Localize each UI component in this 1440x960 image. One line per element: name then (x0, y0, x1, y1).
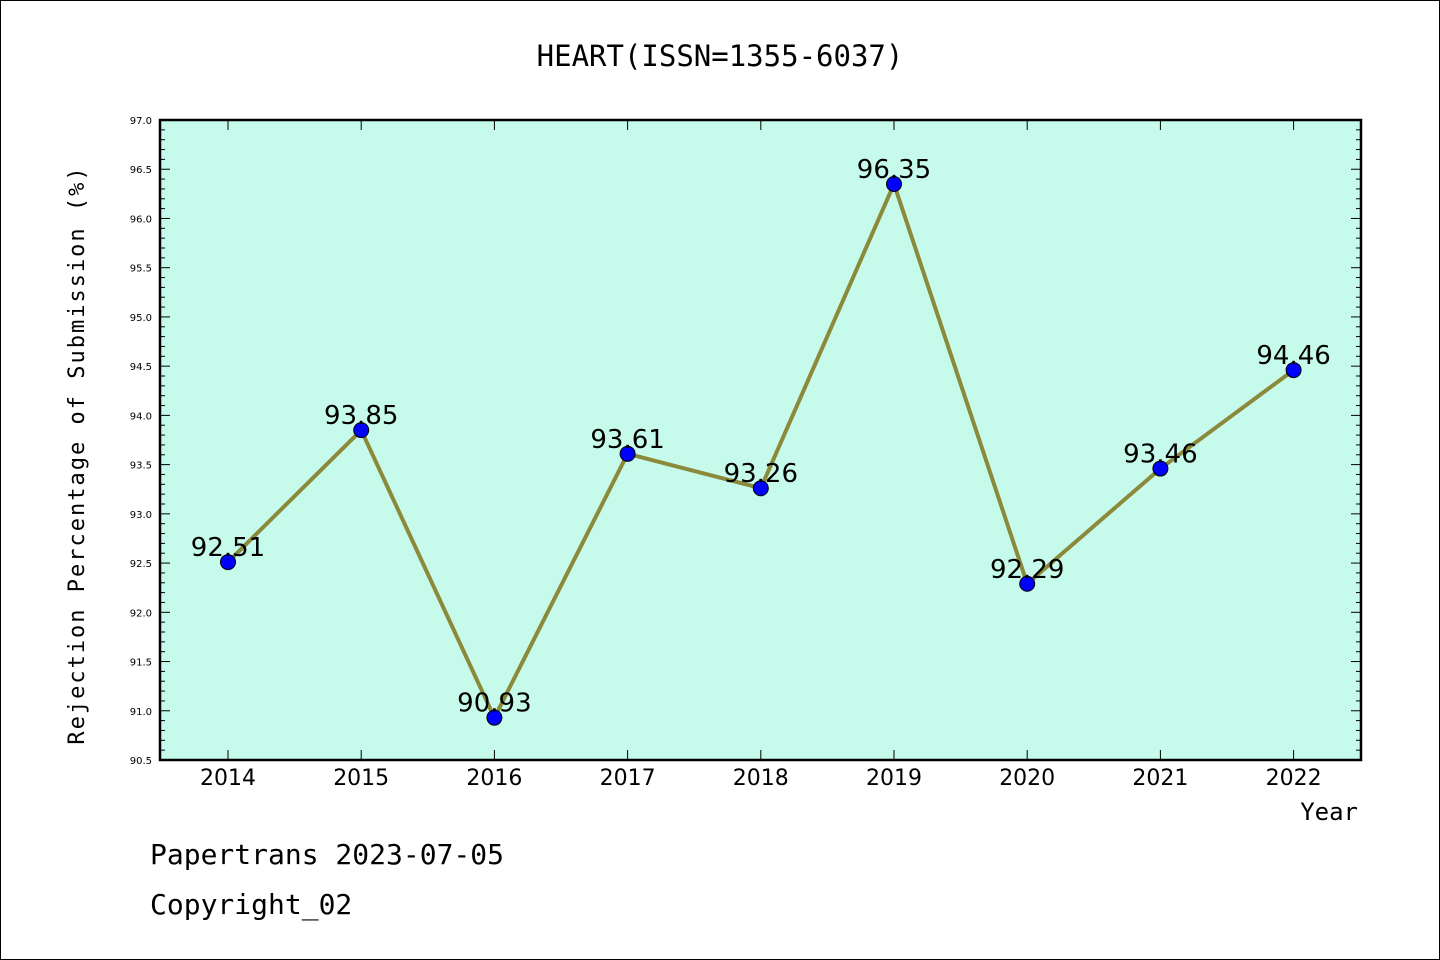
data-label: 92.51 (191, 533, 265, 563)
data-point (1285, 362, 1302, 379)
data-label: 96.35 (857, 155, 931, 185)
y-tick-label: 97.0 (130, 116, 152, 127)
data-label: 92.29 (990, 555, 1064, 585)
y-tick-label: 94.5 (130, 362, 152, 373)
plot-area (160, 120, 1361, 760)
y-tick-label: 94.0 (130, 411, 152, 422)
footer-date: Papertrans 2023-07-05 (150, 838, 504, 871)
chart-title: HEART(ISSN=1355-6037) (537, 39, 904, 73)
y-tick-label: 92.5 (130, 559, 152, 570)
data-label: 93.46 (1123, 440, 1197, 470)
x-tick-label: 2022 (1266, 766, 1322, 791)
y-tick-label: 95.5 (130, 264, 152, 275)
x-tick-label: 2021 (1132, 766, 1188, 791)
x-axis-label: Year (1300, 798, 1358, 826)
data-label: 93.61 (590, 425, 664, 455)
data-label: 93.26 (724, 459, 798, 489)
data-point (1019, 575, 1036, 592)
y-tick-label: 96.0 (130, 214, 152, 225)
data-points (220, 176, 1302, 726)
x-tick-label: 2015 (333, 766, 389, 791)
y-axis-label: Rejection Percentage of Submission (%) (65, 165, 90, 744)
data-point (353, 422, 370, 439)
x-tick-label: 2014 (200, 766, 256, 791)
data-point (486, 709, 503, 726)
y-tick-label: 90.5 (130, 756, 152, 767)
data-labels: 92.51 93.85 90.93 93.61 93.26 96.35 92.29 93.46… (191, 155, 1331, 719)
y-tick-label: 91.0 (130, 707, 152, 718)
data-point (752, 480, 769, 497)
y-tick-label: 96.5 (130, 165, 152, 176)
data-label: 93.85 (324, 401, 398, 431)
x-axis: 2014 2015 2016 2017 2018 2019 2020 2021 2022 (200, 120, 1322, 791)
y-tick-label: 93.0 (130, 510, 152, 521)
x-tick-label: 2019 (866, 766, 922, 791)
plot-border (158, 118, 1363, 762)
x-tick-label: 2018 (733, 766, 789, 791)
data-label: 90.93 (457, 689, 531, 719)
x-tick-label: 2020 (999, 766, 1055, 791)
data-point (886, 176, 902, 192)
x-tick-label: 2017 (600, 766, 656, 791)
data-point (1152, 460, 1169, 477)
y-tick-label: 95.0 (130, 313, 152, 324)
data-label: 94.46 (1256, 341, 1330, 371)
data-point (619, 445, 636, 462)
y-tick-label: 93.5 (130, 461, 152, 472)
x-tick-label: 2016 (466, 766, 522, 791)
y-tick-label: 92.0 (130, 608, 152, 619)
data-point (220, 554, 236, 571)
y-tick-label: 91.5 (130, 658, 152, 669)
footer-copyright: Copyright_02 (150, 888, 352, 922)
